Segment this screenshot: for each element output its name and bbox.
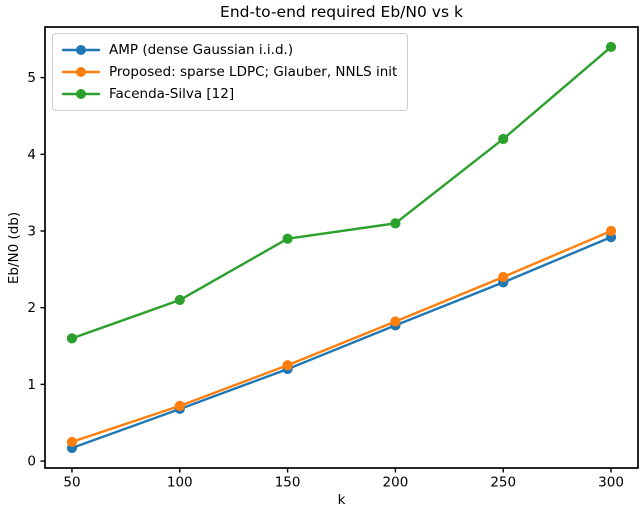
chart-title: End-to-end required Eb/N0 vs k <box>220 3 463 21</box>
legend-marker-icon <box>61 89 101 99</box>
series-line-0 <box>70 235 613 450</box>
y-axis-label: Eb/N0 (db) <box>6 211 22 285</box>
data-point <box>605 225 617 237</box>
legend-item: Facenda-Silva [12] <box>61 86 397 102</box>
data-point <box>282 233 293 244</box>
y-tick-label: 0 <box>27 454 36 470</box>
y-tick-label: 1 <box>27 377 36 393</box>
axes-frame <box>44 26 639 469</box>
y-tick-label: 5 <box>27 70 36 86</box>
legend-label: Proposed: sparse LDPC; Glauber, NNLS ini… <box>109 64 398 80</box>
y-tick-label: 2 <box>27 300 36 316</box>
x-tick-label: 300 <box>598 475 624 491</box>
x-tick-label: 150 <box>275 475 301 491</box>
data-point <box>498 133 509 145</box>
data-point <box>66 333 78 344</box>
data-point <box>66 436 78 448</box>
x-tick-label: 50 <box>63 475 80 491</box>
x-tick-label: 250 <box>490 475 516 491</box>
legend-label: AMP (dense Gaussian i.i.d.) <box>109 42 294 58</box>
y-tick-label: 3 <box>27 224 36 240</box>
data-point <box>498 271 509 283</box>
legend-marker-icon <box>61 67 101 77</box>
legend: AMP (dense Gaussian i.i.d.) Proposed: spa… <box>52 33 409 111</box>
series-line-1 <box>70 229 613 444</box>
legend-item: AMP (dense Gaussian i.i.d.) <box>61 42 397 58</box>
legend-label: Facenda-Silva [12] <box>109 86 235 102</box>
data-point <box>174 294 185 306</box>
series-line-2 <box>70 45 613 340</box>
legend-item: Proposed: sparse LDPC; Glauber, NNLS ini… <box>61 64 397 80</box>
x-tick-label: 100 <box>167 475 193 491</box>
data-point <box>282 360 293 371</box>
x-axis-label: k <box>337 492 346 508</box>
y-tick-label: 4 <box>27 147 36 163</box>
data-point <box>174 400 185 411</box>
legend-marker-icon <box>61 45 101 55</box>
data-point <box>390 218 401 229</box>
x-tick-label: 200 <box>383 475 409 491</box>
data-point <box>605 41 617 53</box>
data-point <box>390 316 401 327</box>
